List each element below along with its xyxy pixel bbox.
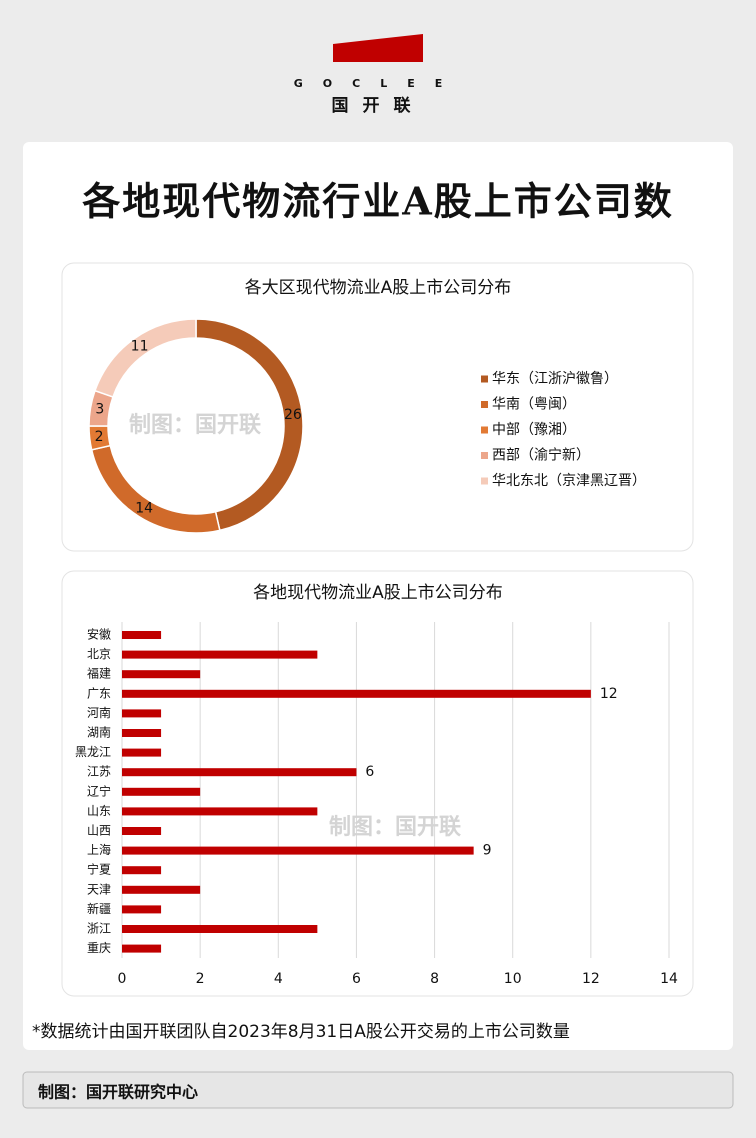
footer-band <box>22 1071 734 1109</box>
data-label: 26 <box>284 407 302 423</box>
y-tick-label: 浙江 <box>87 922 111 936</box>
data-label: 12 <box>600 686 618 702</box>
bar <box>122 787 201 796</box>
x-tick-label: 6 <box>352 971 361 987</box>
data-label: 14 <box>135 501 153 517</box>
bar <box>122 944 162 953</box>
legend-marker <box>481 477 488 485</box>
x-tick-label: 0 <box>118 971 127 987</box>
bar <box>122 768 357 777</box>
watermark: 制图：国开联 <box>129 413 261 438</box>
bar <box>122 807 318 816</box>
bar <box>122 631 162 639</box>
bar <box>122 827 162 835</box>
bar <box>122 689 591 698</box>
y-tick-label: 黑龙江 <box>75 745 111 759</box>
x-tick-label: 2 <box>196 971 205 987</box>
x-tick-label: 14 <box>660 971 678 987</box>
bar <box>122 729 162 737</box>
x-tick-label: 8 <box>430 971 439 987</box>
y-tick-label: 广东 <box>87 686 111 700</box>
legend-label: 西部（渝宁新） <box>492 447 590 464</box>
logo-mark <box>333 34 423 62</box>
chart-title: 各地现代物流业A股上市公司分布 <box>253 583 503 603</box>
bar-panel <box>61 570 694 997</box>
y-tick-label: 安徽 <box>87 627 111 642</box>
footer: 制图：国开联研究中心 <box>38 1083 198 1102</box>
donut: 26 华东（江浙沪徽鲁） 14 华南（粤闽） 2 中部（豫湘） 3 西部（渝宁新） 11 华北东北… <box>88 318 646 534</box>
bar <box>122 885 201 894</box>
main-title: 各地现代物流行业A股上市公司数 <box>82 179 674 224</box>
donut-slice <box>94 318 197 398</box>
watermark: 制图：国开联 <box>329 815 461 840</box>
legend-marker <box>481 401 488 408</box>
data-label: 11 <box>131 338 149 354</box>
legend-marker <box>481 426 488 434</box>
data-label: 2 <box>95 429 104 445</box>
x-tick-label: 10 <box>504 971 522 987</box>
bar <box>122 925 318 933</box>
chart-title: 各大区现代物流业A股上市公司分布 <box>245 278 512 298</box>
brand-name: 国开联 <box>332 96 425 116</box>
legend-label: 中部（豫湘） <box>492 422 576 438</box>
y-tick-label: 福建 <box>87 666 111 681</box>
y-tick-label: 重庆 <box>87 941 111 955</box>
legend-label: 华东（江浙沪徽鲁） <box>492 371 618 387</box>
y-tick-label: 山西 <box>87 824 111 838</box>
y-tick-label: 辽宁 <box>87 783 111 798</box>
y-tick-label: 江苏 <box>87 765 111 779</box>
x-tick-label: 4 <box>274 971 283 987</box>
y-tick-label: 上海 <box>87 842 111 857</box>
bar <box>122 670 201 679</box>
y-tick-label: 湖南 <box>87 725 111 740</box>
bar <box>122 846 474 855</box>
legend-marker <box>481 452 488 459</box>
bar <box>122 866 162 875</box>
footnote: *数据统计由国开联团队自2023年8月31日A股公开交易的上市公司数量 <box>32 1022 570 1042</box>
data-label: 3 <box>95 402 104 418</box>
x-tick-label: 12 <box>582 971 600 987</box>
legend-label: 华北东北（京津黑辽晋） <box>492 473 646 489</box>
legend-label: 华南（粤闽） <box>492 397 576 413</box>
data-label: 9 <box>483 843 492 859</box>
y-tick-label: 北京 <box>87 647 111 661</box>
data-label: 6 <box>365 764 374 780</box>
y-tick-label: 山东 <box>87 804 111 818</box>
bar <box>122 650 318 659</box>
y-tick-label: 宁夏 <box>87 862 111 877</box>
bar <box>122 905 162 914</box>
bar <box>122 709 162 718</box>
bar <box>122 748 162 757</box>
brand: GOCLEE <box>294 77 463 90</box>
legend-marker <box>481 375 488 383</box>
y-tick-label: 天津 <box>87 882 111 896</box>
y-tick-label: 新疆 <box>87 901 111 916</box>
y-tick-label: 河南 <box>87 705 111 720</box>
